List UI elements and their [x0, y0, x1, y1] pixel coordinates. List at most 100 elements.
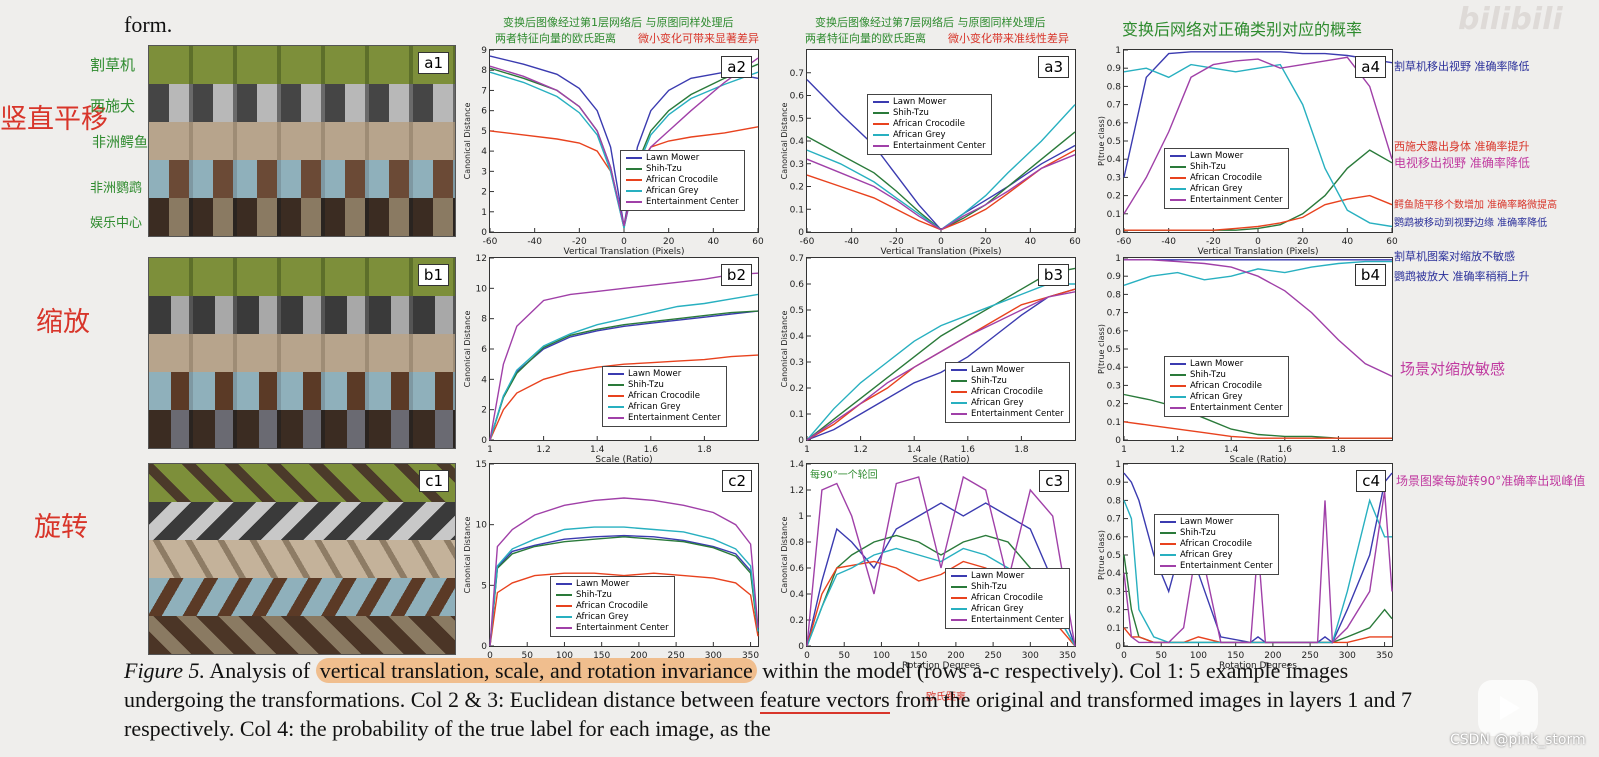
y-tick-label: 0.4 [1107, 569, 1122, 579]
y-axis-label: Canonical Distance [780, 103, 789, 180]
x-tick-label: 1.2 [853, 445, 867, 455]
panel-label-b2: b2 [720, 264, 752, 286]
legend-item: African Crocodile [1170, 381, 1283, 392]
legend-label: African Crocodile [1190, 381, 1262, 391]
legend-swatch [951, 574, 967, 577]
legend-label: Shih-Tzu [1190, 370, 1226, 380]
x-tick-label: 0 [487, 651, 493, 661]
legend-item: Shih-Tzu [608, 380, 721, 391]
legend-swatch [608, 394, 624, 397]
legend-swatch [608, 405, 624, 408]
series-line-shih-tzu [489, 536, 759, 647]
label-entertainment: 娱乐中心 [90, 216, 143, 231]
row-african-grey [149, 372, 455, 410]
x-tick-label: 100 [873, 651, 890, 661]
chart-svg-a3: -60 -40 -20 0 20 40 60 0 0.1 0.2 0.3 0.4 0.5 0.6 0.7 Ve… [780, 69, 1081, 257]
series-line-african-crocodile [489, 354, 759, 441]
chart-svg-a4: -60 -40 -20 0 20 40 60 0 0.1 0.2 0.3 0.4 0.5 0.6 0.7 0.… [1097, 46, 1398, 257]
series-line-entertainment-center [489, 57, 759, 227]
y-tick-label: 9 [481, 46, 487, 56]
legend-label: Shih-Tzu [628, 380, 664, 390]
panel-label-a2: a2 [721, 56, 752, 78]
legend-item: Shih-Tzu [951, 582, 1064, 593]
y-tick-label: 8 [481, 315, 487, 325]
x-tick-label: 1.8 [1331, 445, 1346, 455]
legend-label: Lawn Mower [646, 153, 700, 163]
c3-note-1: 每90°一个轮回 [810, 470, 878, 481]
x-tick-label: 1.6 [1278, 445, 1293, 455]
legend-label: African Grey [971, 398, 1024, 408]
legend-swatch [556, 582, 572, 585]
y-tick-label: 0 [481, 228, 487, 238]
legend-swatch [1170, 198, 1186, 201]
x-tick-label: 300 [705, 651, 722, 661]
x-tick-label: 20 [980, 237, 992, 247]
x-tick-label: 0 [621, 237, 627, 247]
legend-label: Entertainment Center [1180, 561, 1273, 571]
legend-label: Entertainment Center [893, 141, 986, 151]
row-entertainment [149, 410, 455, 448]
y-tick-label: 0.6 [790, 564, 805, 574]
legend-label: Shih-Tzu [971, 582, 1007, 592]
legend-item: African Crocodile [1170, 173, 1283, 184]
legend-swatch [1160, 564, 1176, 567]
x-tick-label: 60 [1386, 237, 1398, 247]
legend-item: African Grey [608, 402, 721, 413]
col3-note-3: 微小变化带来准线性差异 [948, 32, 1069, 45]
y-tick-label: 0 [798, 436, 804, 446]
series-line-african-grey [1123, 498, 1392, 644]
row-crocodile [149, 122, 455, 160]
chart-a2: -60 -40 -20 0 20 40 60 0 1 2 3 4 5 6 7 8 9 Vertical Trans… [463, 46, 764, 257]
legend-label: Entertainment Center [646, 197, 739, 207]
col2-note-1: 变换后图像经过第1层网络后 与原图同样处理后 [503, 16, 734, 29]
row-entertainment [149, 198, 455, 236]
x-tick-label: 200 [630, 651, 647, 661]
x-tick-label: 300 [1022, 651, 1039, 661]
page-top-text: form. [124, 12, 173, 37]
legend-item: Entertainment Center [608, 413, 721, 424]
y-tick-label: 10 [476, 521, 488, 531]
panel-label-b4: b4 [1354, 264, 1386, 286]
label-lawn-mower: 割草机 [90, 56, 136, 74]
x-tick-label: 0 [1121, 651, 1127, 661]
y-tick-label: 0.7 [790, 254, 804, 264]
caption-part3: from the original and transformed images… [124, 687, 1413, 741]
legend-item: Entertainment Center [873, 141, 986, 152]
legend-item: African Grey [1160, 550, 1273, 561]
legend-item: Entertainment Center [626, 197, 739, 208]
legend-swatch [873, 122, 889, 125]
series-line-lawn-mower [1123, 51, 1393, 178]
y-tick-label: 4 [481, 147, 487, 157]
panel-label-c3: c3 [1039, 470, 1069, 492]
legend-b3: Lawn Mower Shih-Tzu African Crocodile Afric… [945, 362, 1070, 423]
legend-item: Lawn Mower [873, 97, 986, 108]
legend-swatch [1160, 542, 1176, 545]
series-line-entertainment-center [489, 497, 759, 647]
legend-label: African Grey [1180, 550, 1233, 560]
legend-label: Shih-Tzu [1180, 528, 1216, 538]
legend-c2: Lawn Mower Shih-Tzu African Crocodile Afric… [550, 576, 675, 637]
legend-swatch [1170, 395, 1186, 398]
y-tick-label: 0.9 [1107, 64, 1122, 74]
x-tick-label: -20 [1206, 237, 1221, 247]
chart-c2: 050100150200250300350051015Rotation Degr… [463, 460, 759, 671]
x-tick-label: 0 [938, 237, 944, 247]
row-crocodile [149, 540, 455, 578]
legend-item: Shih-Tzu [873, 108, 986, 119]
x-tick-label: 1.6 [644, 445, 659, 455]
legend-swatch [1170, 384, 1186, 387]
legend-c3: Lawn Mower Shih-Tzu African Crocodile Afric… [945, 568, 1070, 629]
y-axis-label: P(true class) [1097, 324, 1106, 374]
legend-label: Lawn Mower [971, 365, 1025, 375]
y-tick-label: 1.4 [790, 460, 805, 470]
y-tick-label: 0.8 [790, 538, 805, 548]
legend-swatch [626, 156, 642, 159]
video-play-button[interactable] [1478, 680, 1538, 736]
legend-swatch [626, 189, 642, 192]
legend-swatch [873, 144, 889, 147]
series-line-african-crocodile [806, 149, 1076, 231]
y-tick-label: 1 [1115, 46, 1121, 56]
x-tick-label: 250 [668, 651, 685, 661]
legend-item: African Grey [1170, 392, 1283, 403]
legend-swatch [873, 111, 889, 114]
